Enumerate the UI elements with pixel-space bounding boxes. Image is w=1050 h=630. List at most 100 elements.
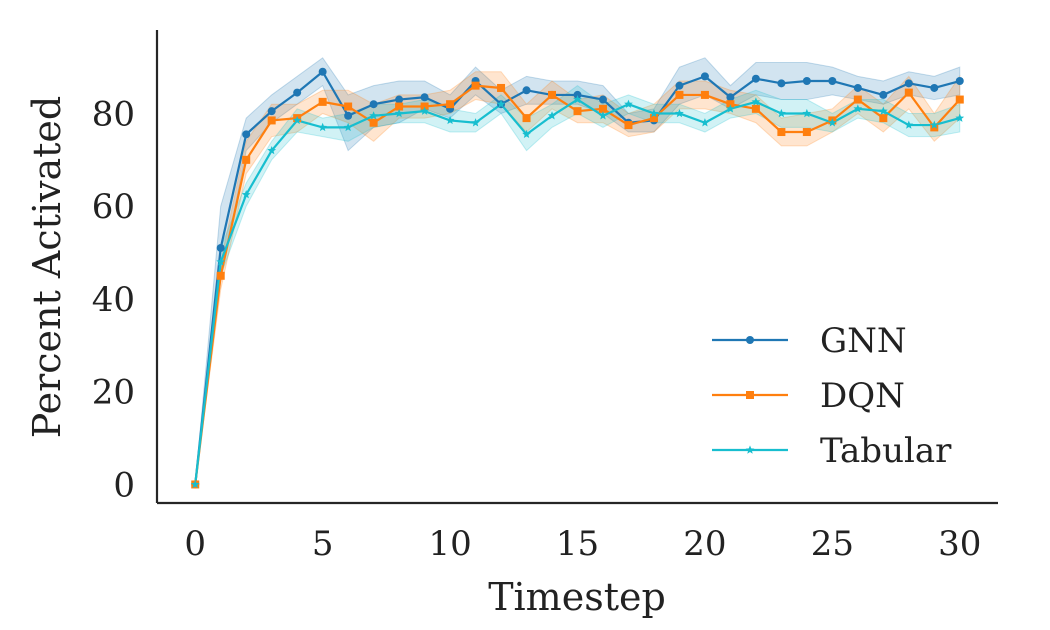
gnn-point (369, 100, 378, 109)
x-tick-label: 25 (811, 524, 854, 564)
tabular-point (547, 111, 557, 120)
gnn-point (598, 95, 607, 104)
tabular-point (904, 120, 914, 129)
y-tick-label: 60 (92, 187, 135, 227)
dqn-point (420, 102, 429, 111)
dqn-point (548, 90, 557, 99)
dqn-point (395, 102, 404, 111)
legend-item-tabular: Tabular (712, 431, 952, 471)
dqn-point (853, 95, 862, 104)
gnn-point (777, 79, 786, 88)
dqn-point (598, 104, 607, 113)
gnn-point (853, 83, 862, 92)
tabular-point (827, 118, 837, 127)
y-tick-label: 40 (92, 280, 135, 320)
dqn-point (216, 271, 225, 280)
x-tick-label: 15 (556, 524, 599, 564)
dqn-point (649, 114, 658, 123)
legend-item-dqn: DQN (712, 376, 905, 416)
gnn-point (904, 79, 913, 88)
gnn-point (242, 130, 251, 139)
gnn-point (573, 90, 582, 99)
legend-label-dqn: DQN (820, 376, 905, 416)
legend: GNN DQN Tabular (712, 321, 952, 471)
y-tick-labels: 0 20 40 60 80 (92, 94, 135, 505)
legend-marker-gnn (746, 336, 754, 344)
tabular-point (241, 190, 251, 199)
tabular-point (522, 129, 531, 139)
tabular-confidence-band (194, 85, 961, 485)
gnn-point (267, 107, 276, 116)
tabular-point (802, 108, 812, 118)
dqn-point (369, 118, 378, 127)
tabular-point (700, 118, 710, 127)
dqn-point (777, 128, 786, 137)
gnn-point (293, 88, 302, 97)
dqn-point (879, 114, 888, 123)
dqn-point (726, 100, 735, 109)
dqn-point (930, 123, 939, 132)
y-tick-label: 20 (92, 373, 135, 413)
x-tick-label: 30 (938, 524, 981, 564)
legend-label-tabular: Tabular (820, 431, 952, 471)
tabular-point (369, 111, 378, 120)
gnn-point (751, 74, 760, 83)
gnn-point (828, 77, 837, 86)
tabular-point (853, 104, 863, 113)
tabular-point (726, 104, 735, 113)
tabular-point (445, 115, 455, 125)
confidence-bands (194, 57, 961, 485)
gnn-point (344, 111, 353, 120)
dqn-point (471, 81, 480, 90)
gnn-point (879, 90, 888, 99)
tabular-point (292, 115, 302, 125)
tabular-point (878, 106, 888, 115)
series-markers (190, 67, 965, 489)
dqn-point (802, 128, 811, 137)
x-tick-label: 0 (184, 524, 206, 564)
x-tick-label: 10 (428, 524, 471, 564)
tabular-line (194, 98, 961, 485)
tabular-point (216, 257, 226, 266)
tabular-point (267, 145, 277, 155)
x-tick-label: 5 (312, 524, 334, 564)
dqn-point (267, 116, 276, 125)
legend-item-gnn: GNN (712, 321, 907, 361)
legend-label-gnn: GNN (820, 321, 907, 361)
tabular-point (190, 479, 200, 489)
gnn-point (675, 81, 684, 90)
dqn-point (497, 83, 506, 92)
tabular-point (420, 106, 429, 115)
dqn-point (955, 95, 964, 104)
tabular-point (649, 108, 659, 118)
y-axis-label: Percent Activated (25, 96, 69, 438)
tabular-point (471, 118, 480, 127)
gnn-point (420, 93, 429, 102)
gnn-point (726, 93, 735, 102)
legend-marker-tabular (745, 445, 755, 454)
gnn-point (318, 67, 327, 76)
dqn-point (700, 90, 709, 99)
tabular-point (929, 120, 939, 129)
tabular-point (751, 97, 761, 106)
dqn-point (904, 88, 913, 97)
x-axis-label: Timestep (488, 575, 666, 619)
y-tick-label: 0 (113, 465, 135, 505)
dqn-line (194, 84, 961, 485)
tabular-point (675, 108, 684, 118)
tabular-point (394, 108, 404, 118)
dqn-point (573, 107, 582, 116)
dqn-point (318, 97, 327, 106)
y-tick-label: 80 (92, 94, 135, 134)
tabular-point (343, 122, 353, 132)
gnn-point (395, 95, 404, 104)
tabular-point (496, 99, 506, 108)
gnn-point (522, 86, 531, 95)
gnn-point (955, 77, 964, 86)
gnn-point (216, 243, 225, 252)
tabular-point (573, 94, 582, 104)
gnn-point (930, 83, 939, 92)
tabular-point (318, 122, 328, 132)
dqn-point (242, 155, 251, 164)
